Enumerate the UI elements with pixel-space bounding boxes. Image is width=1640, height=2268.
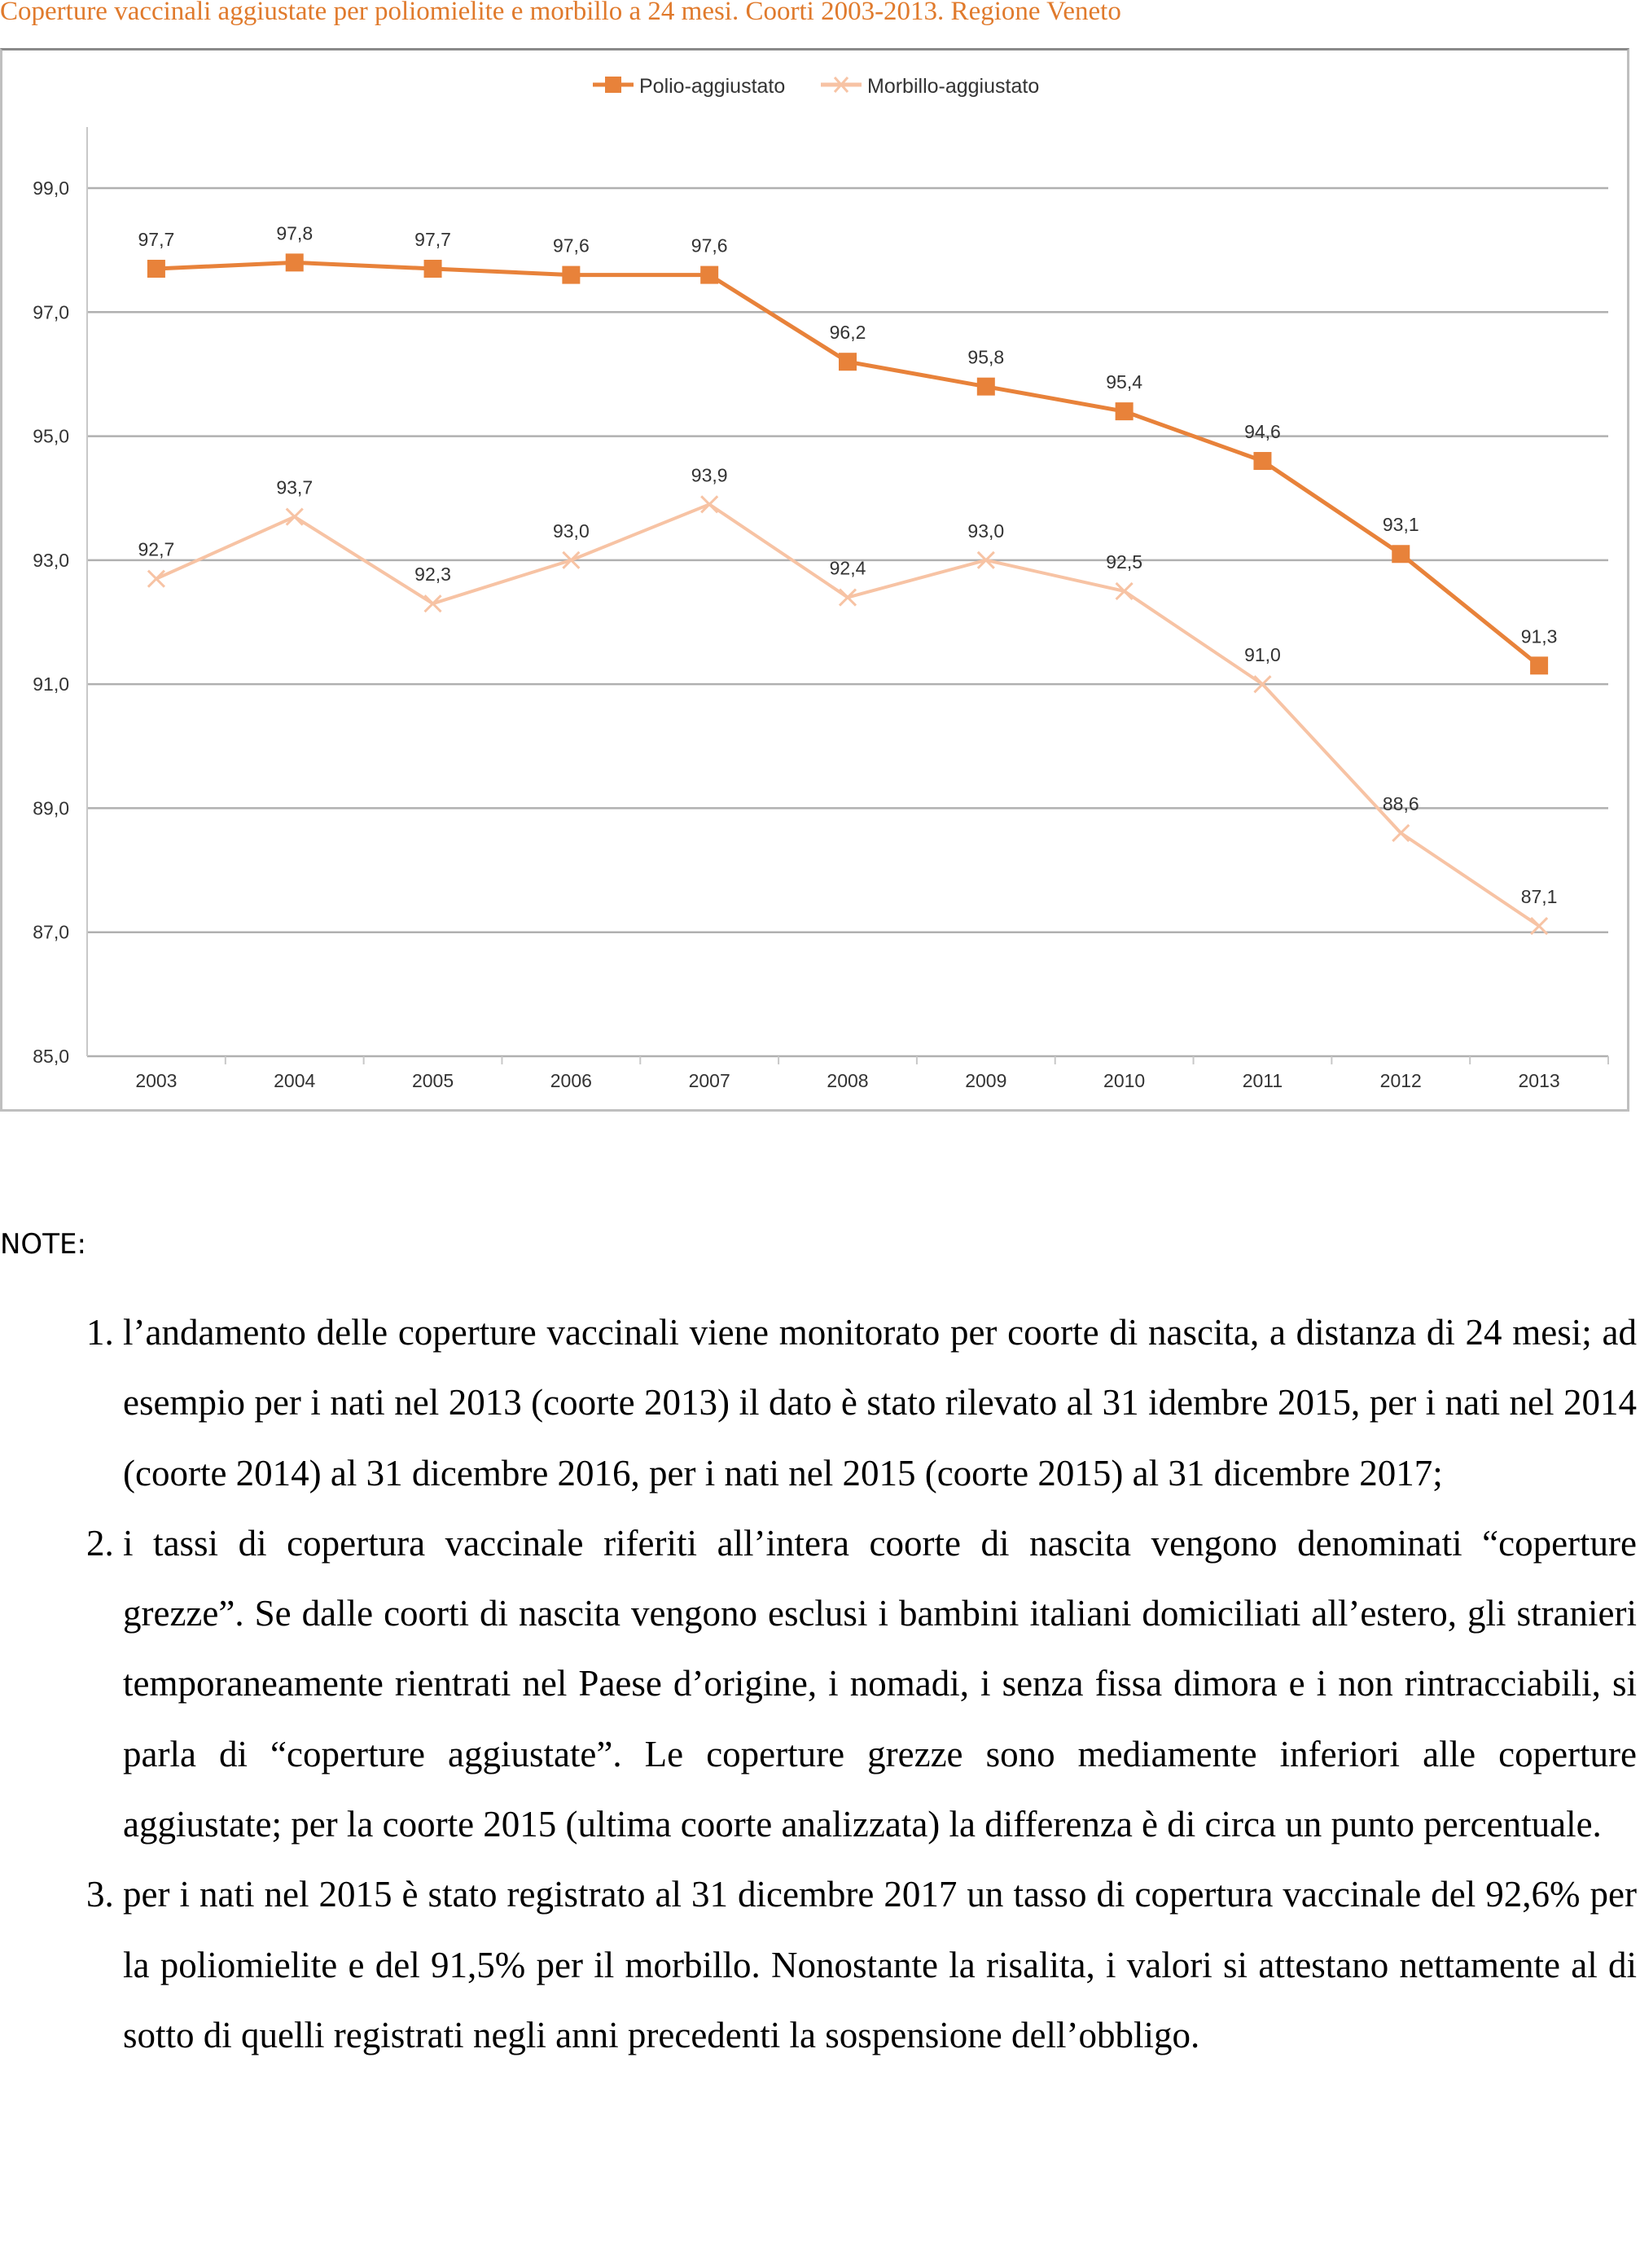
y-tick-label: 91,0 — [33, 673, 69, 695]
legend-morbillo-label: Morbillo-aggiustato — [867, 75, 1039, 98]
data-point-marker — [423, 594, 442, 613]
x-tick-label: 2006 — [550, 1070, 592, 1091]
data-label: 96,2 — [830, 322, 866, 343]
data-point-marker — [839, 353, 857, 371]
data-label: 91,0 — [1244, 644, 1281, 665]
data-label: 92,3 — [414, 564, 451, 585]
data-label: 93,1 — [1383, 514, 1419, 535]
y-tick-label: 99,0 — [33, 178, 69, 199]
y-tick-label: 95,0 — [33, 426, 69, 447]
data-point-marker — [562, 551, 581, 569]
notes-list: l’andamento delle coperture vaccinali vi… — [0, 1297, 1637, 2070]
note-item: i tassi di copertura vaccinale riferiti … — [123, 1508, 1637, 1859]
y-tick-label: 93,0 — [33, 550, 69, 571]
legend-morbillo-marker — [833, 77, 849, 93]
data-label: 92,7 — [138, 539, 175, 560]
data-point-marker — [700, 495, 719, 514]
x-tick-label: 2011 — [1243, 1070, 1283, 1091]
data-label: 97,8 — [276, 222, 313, 243]
data-point-marker — [1530, 656, 1549, 675]
data-point-marker — [700, 265, 719, 284]
data-label: 93,7 — [276, 477, 313, 498]
y-tick-label: 87,0 — [33, 922, 69, 943]
data-point-marker — [1392, 823, 1410, 842]
data-point-marker — [976, 377, 995, 396]
data-point-marker — [147, 259, 165, 278]
y-tick-label: 89,0 — [33, 797, 69, 818]
note-item: per i nati nel 2015 è stato registrato a… — [123, 1859, 1637, 2070]
y-tick-label: 97,0 — [33, 301, 69, 322]
data-point-marker — [1253, 675, 1272, 694]
data-point-marker — [147, 569, 165, 588]
data-point-marker — [285, 507, 304, 526]
data-label: 87,1 — [1521, 886, 1558, 907]
data-label: 93,0 — [967, 520, 1004, 542]
data-point-marker — [838, 588, 857, 607]
data-label: 97,6 — [553, 235, 590, 257]
data-label: 94,6 — [1244, 421, 1281, 442]
x-tick-label: 2003 — [135, 1070, 177, 1091]
y-tick-label: 85,0 — [33, 1046, 69, 1067]
data-label: 97,7 — [138, 229, 175, 250]
notes-heading: NOTE: — [0, 1228, 86, 1261]
data-point-marker — [1392, 545, 1410, 564]
line-chart: Polio-aggiustato Morbillo-aggiustato 85,… — [33, 75, 1609, 1091]
x-tick-label: 2005 — [412, 1070, 454, 1091]
data-point-marker — [1530, 917, 1549, 936]
x-tick-label: 2004 — [274, 1070, 315, 1091]
data-label: 95,8 — [967, 347, 1004, 368]
data-point-marker — [1253, 452, 1272, 471]
legend-polio-marker — [605, 77, 621, 93]
data-label: 95,4 — [1106, 371, 1142, 393]
data-point-marker — [285, 253, 304, 272]
data-label: 97,7 — [414, 229, 451, 250]
chart-title: Coperture vaccinali aggiustate per polio… — [0, 0, 1121, 26]
data-point-marker — [423, 259, 442, 278]
x-tick-label: 2009 — [965, 1070, 1006, 1091]
x-tick-label: 2008 — [827, 1070, 868, 1091]
data-label: 92,5 — [1106, 551, 1142, 572]
x-tick-label: 2012 — [1380, 1070, 1422, 1091]
data-label: 93,0 — [553, 520, 590, 542]
x-tick-label: 2007 — [689, 1070, 730, 1091]
legend-polio-label: Polio-aggiustato — [639, 75, 785, 98]
chart-container: Polio-aggiustato Morbillo-aggiustato 85,… — [0, 48, 1629, 1112]
data-label: 92,4 — [830, 558, 866, 579]
data-point-marker — [562, 265, 581, 284]
data-point-marker — [1115, 402, 1134, 421]
x-tick-label: 2013 — [1519, 1070, 1560, 1091]
data-point-marker — [976, 551, 995, 569]
data-label: 93,9 — [691, 464, 728, 485]
note-item: l’andamento delle coperture vaccinali vi… — [123, 1297, 1637, 1508]
data-label: 88,6 — [1383, 793, 1419, 814]
data-label: 97,6 — [691, 235, 728, 257]
data-label: 91,3 — [1521, 625, 1558, 647]
legend: Polio-aggiustato Morbillo-aggiustato — [593, 75, 1039, 98]
data-point-marker — [1115, 581, 1134, 600]
x-tick-label: 2010 — [1103, 1070, 1145, 1091]
